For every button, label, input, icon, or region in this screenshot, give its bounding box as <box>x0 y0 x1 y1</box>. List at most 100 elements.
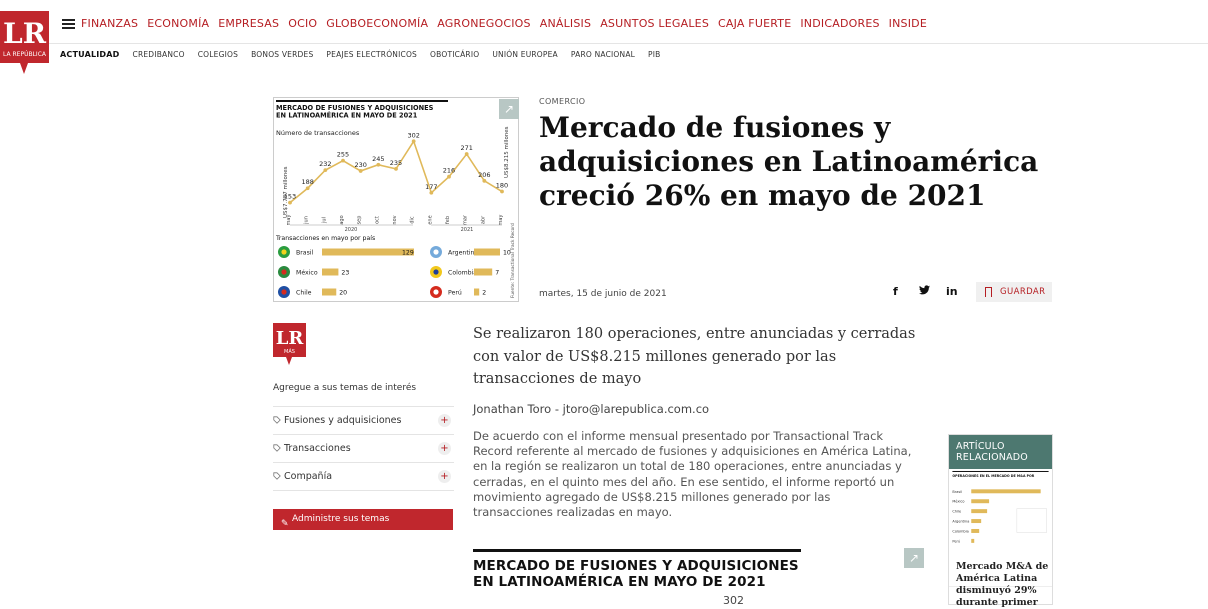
topic-item-fusiones[interactable]: Fusiones y adquisiciones + <box>273 406 454 434</box>
nav-item-economía[interactable]: ECONOMÍA <box>147 17 210 30</box>
article-body: De acuerdo con el informe mensual presen… <box>473 429 912 520</box>
inline-chart-title: MERCADO DE FUSIONES Y ADQUISICIONES EN L… <box>473 558 799 590</box>
chart-data-label: 216 <box>443 167 455 175</box>
thumb-row-bar <box>971 528 980 533</box>
divider <box>273 490 454 491</box>
country-bar <box>322 248 414 256</box>
thumb-row-bar <box>971 519 982 524</box>
chart-data-label: 235 <box>390 159 402 167</box>
save-button[interactable]: GUARDAR <box>976 282 1052 302</box>
country-label: Perú <box>448 289 462 297</box>
thumb-row-bar <box>971 489 1041 494</box>
bars-title: Transacciones en mayo por país <box>275 234 375 242</box>
article-headline: Mercado de fusiones y adquisiciones en L… <box>539 111 1039 212</box>
chart-tick-label: dic <box>410 216 416 224</box>
subnav-item-peajes-electrónicos[interactable]: PEAJES ELECTRÓNICOS <box>326 50 418 59</box>
country-bar <box>322 288 337 296</box>
section-tag[interactable]: COMERCIO <box>539 97 586 106</box>
la-republica-logo[interactable]: LR LA REPÚBLICA <box>0 11 49 74</box>
tag-icon <box>273 444 281 452</box>
thumb-rule <box>952 470 1049 472</box>
chart-source: Fuente: Transactional Track Record <box>510 223 516 298</box>
twitter-share-icon[interactable] <box>919 285 930 298</box>
nav-item-agronegocios[interactable]: AGRONEGOCIOS <box>437 17 531 30</box>
svg-text:LR: LR <box>276 328 305 349</box>
transactions-chart: MERCADO DE FUSIONES Y ADQUISICIONES EN LA… <box>275 100 516 298</box>
hero-infographic[interactable]: MERCADO DE FUSIONES Y ADQUISICIONES EN LA… <box>273 97 519 302</box>
chart-point <box>429 190 434 195</box>
subnav-item-paro-nacional[interactable]: PARO NACIONAL <box>570 50 636 59</box>
related-article-title[interactable]: Mercado M&A de América Latina disminuyó … <box>956 561 1049 608</box>
chart-tick-label: sep <box>357 216 363 225</box>
nav-item-finanzas[interactable]: FINANZAS <box>81 17 139 30</box>
lr-mas-logo[interactable]: LR MÁS <box>273 323 306 365</box>
nav-item-inside[interactable]: INSIDE <box>888 17 927 30</box>
country-value: 129 <box>402 250 414 257</box>
flag-icon-detail <box>433 289 439 295</box>
chart-data-label: 153 <box>284 193 296 201</box>
thumb-title: OPERACIONES EN EL MERCADO DE M&A POR <box>952 474 1034 478</box>
nav-item-indicadores[interactable]: INDICADORES <box>800 17 880 30</box>
nav-item-globoeconomía[interactable]: GLOBOECONOMÍA <box>326 17 429 30</box>
subnav-item-oboticário[interactable]: OBOTICÁRIO <box>430 50 480 59</box>
subnav-item-pib[interactable]: PIB <box>648 50 661 59</box>
nav-item-análisis[interactable]: ANÁLISIS <box>539 17 592 30</box>
year-label: 2021 <box>461 227 474 233</box>
country-bar <box>322 268 339 276</box>
add-topic-button[interactable]: + <box>438 414 451 427</box>
chart-tick-label: may <box>498 215 504 226</box>
country-value: 20 <box>339 290 347 297</box>
article-author[interactable]: Jonathan Toro - jtoro@larepublica.com.co <box>473 402 710 416</box>
subnav-item-credibanco[interactable]: CREDIBANCO <box>132 50 185 59</box>
subnav-item-bonos-verdes[interactable]: BONOS VERDES <box>251 50 314 59</box>
chart-data-label: 230 <box>354 161 366 169</box>
chart-tick-label: abr <box>480 215 486 224</box>
chart-side-label-left: US$7.787 millones <box>283 166 289 218</box>
nav-item-empresas[interactable]: EMPRESAS <box>218 17 280 30</box>
chart-data-label: 232 <box>319 160 331 168</box>
thumb-row-label: Brasil <box>952 490 962 494</box>
expand-inline-chart-button[interactable]: ↗ <box>904 548 924 568</box>
thumb-row-bar <box>971 499 990 504</box>
country-value: 10 <box>503 250 511 257</box>
subnav-item-colegios[interactable]: COLEGIOS <box>197 50 239 59</box>
topic-item-transacciones[interactable]: Transacciones + <box>273 434 454 462</box>
chart-ylabel: Número de transacciones <box>276 129 360 137</box>
linkedin-share-icon[interactable]: in <box>946 285 958 298</box>
facebook-share-icon[interactable]: f <box>893 285 898 298</box>
year-label: 2020 <box>345 227 358 233</box>
chart-tick-label: may <box>286 215 292 226</box>
subnav-item-unión-europea[interactable]: UNIÓN EUROPEA <box>492 50 558 59</box>
nav-item-asuntos-legales[interactable]: ASUNTOS LEGALES <box>600 17 710 30</box>
related-article-card[interactable]: ARTÍCULO RELACIONADO OPERACIONES EN EL M… <box>948 434 1053 608</box>
related-article-thumbnail[interactable]: OPERACIONES EN EL MERCADO DE M&A POR Bras… <box>949 469 1052 587</box>
flag-icon-detail <box>281 289 287 295</box>
chart-data-label: 180 <box>496 182 508 190</box>
chart-point <box>447 174 451 179</box>
flag-icon-detail <box>281 249 287 255</box>
thumb-row-bar <box>971 509 988 514</box>
chart-point <box>358 169 363 173</box>
main-nav: FINANZAS ECONOMÍA EMPRESAS OCIO GLOBOECONOMÍ… <box>81 17 927 30</box>
chart-tick-label: feb <box>445 216 451 224</box>
chart-point <box>411 139 416 144</box>
expand-image-button[interactable]: ↗ <box>499 99 519 119</box>
flag-icon-detail <box>433 249 439 255</box>
chart-data-label: 188 <box>301 178 313 186</box>
manage-topics-label: Administre sus temas <box>292 514 390 524</box>
add-topic-button[interactable]: + <box>438 442 451 455</box>
menu-icon[interactable] <box>62 19 75 29</box>
add-topic-button[interactable]: + <box>438 470 451 483</box>
thumb-row-label: Chile <box>952 510 961 514</box>
chart-point <box>464 152 469 156</box>
bookmark-icon <box>985 287 992 297</box>
chart-point <box>500 189 504 194</box>
subnav-item-actualidad[interactable]: ACTUALIDAD <box>60 50 120 59</box>
topic-item-compania[interactable]: Compañía + <box>273 462 454 490</box>
chart-side-label-right: US$8.215 millones <box>504 126 510 178</box>
manage-topics-button[interactable]: ✎ Administre sus temas <box>273 509 453 530</box>
chart-title-rule <box>276 100 448 102</box>
nav-item-ocio[interactable]: OCIO <box>288 17 318 30</box>
chart-point <box>482 178 487 183</box>
nav-item-caja-fuerte[interactable]: CAJA FUERTE <box>718 17 792 30</box>
